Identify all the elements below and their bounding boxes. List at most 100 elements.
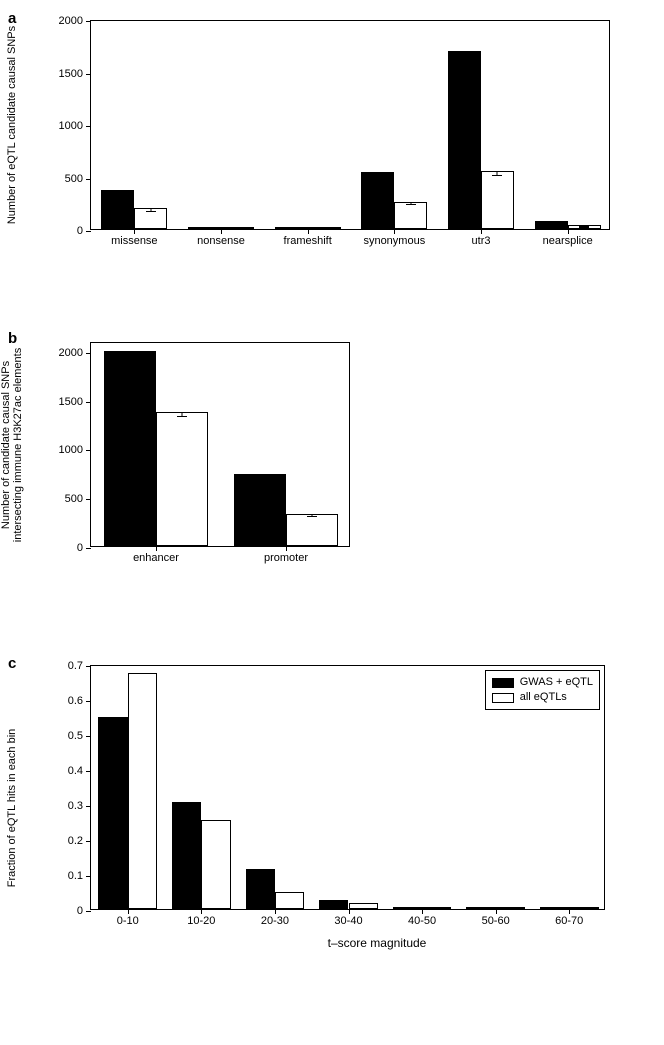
panel-b-chart: Number of candidate causal SNPs intersec… [90, 342, 664, 547]
xtick-label: 50-60 [482, 915, 510, 927]
bar [422, 907, 451, 909]
panel-c-label: c [8, 655, 16, 672]
xtick-label: 10-20 [187, 915, 215, 927]
ytick-mark [86, 876, 91, 877]
ytick-mark [86, 701, 91, 702]
xtick-label: 20-30 [261, 915, 289, 927]
legend-label: all eQTLs [520, 690, 567, 705]
bar [466, 907, 495, 909]
legend-swatch [492, 693, 514, 703]
xtick-mark [308, 229, 309, 234]
panel-c-xlabel: t–score magnitude [90, 936, 664, 950]
ytick-label: 0.6 [68, 695, 83, 707]
ytick-mark [86, 74, 91, 75]
error-bar [319, 229, 329, 230]
bar [172, 802, 201, 909]
ytick-label: 500 [65, 493, 83, 505]
ytick-mark [86, 771, 91, 772]
xtick-mark [569, 909, 570, 914]
xtick-mark [349, 909, 350, 914]
xtick-label: 30-40 [334, 915, 362, 927]
legend-label: GWAS + eQTL [520, 675, 593, 690]
ytick-label: 1500 [59, 68, 83, 80]
xtick-label: missense [111, 235, 157, 247]
bar [201, 820, 230, 909]
xtick-mark [156, 546, 157, 551]
panel-c: c Fraction of eQTL hits in each bin 00.1… [0, 655, 664, 985]
panel-c-plot: 00.10.20.30.40.50.60.70-1010-2020-3030-4… [90, 665, 605, 910]
ytick-mark [86, 499, 91, 500]
ytick-mark [86, 21, 91, 22]
ytick-mark [86, 353, 91, 354]
error-bar [579, 226, 589, 228]
bar [319, 900, 348, 909]
panel-a-plot: 0500100015002000missensenonsenseframeshi… [90, 20, 610, 230]
xtick-mark [275, 909, 276, 914]
panel-c-chart: Fraction of eQTL hits in each bin 00.10.… [90, 665, 664, 950]
bar [496, 907, 525, 909]
bar [104, 351, 156, 546]
error-bar [307, 514, 317, 517]
ytick-label: 0.1 [68, 870, 83, 882]
bar [481, 171, 514, 229]
ytick-mark [86, 736, 91, 737]
xtick-mark [134, 229, 135, 234]
ytick-label: 1500 [59, 396, 83, 408]
xtick-label: nonsense [197, 235, 245, 247]
error-bar [406, 202, 416, 205]
ytick-mark [86, 179, 91, 180]
ytick-label: 500 [65, 173, 83, 185]
ytick-label: 0.2 [68, 835, 83, 847]
xtick-label: synonymous [363, 235, 425, 247]
bar [361, 172, 394, 229]
xtick-label: 60-70 [555, 915, 583, 927]
legend-item: all eQTLs [492, 690, 593, 705]
xtick-label: enhancer [133, 552, 179, 564]
bar [540, 907, 569, 909]
xtick-mark [221, 229, 222, 234]
ytick-mark [86, 450, 91, 451]
ytick-label: 0.7 [68, 660, 83, 672]
xtick-mark [496, 909, 497, 914]
bar [535, 221, 568, 229]
bar [128, 673, 157, 909]
xtick-label: frameshift [284, 235, 332, 247]
bar [98, 717, 127, 910]
ytick-label: 0 [77, 905, 83, 917]
panel-a-chart: Number of eQTL candidate causal SNPs 050… [90, 20, 664, 230]
ytick-mark [86, 126, 91, 127]
ytick-mark [86, 548, 91, 549]
panel-b: b Number of candidate causal SNPs inters… [0, 330, 664, 615]
xtick-mark [422, 909, 423, 914]
legend: GWAS + eQTLall eQTLs [485, 670, 600, 710]
bar [275, 227, 308, 229]
xtick-mark [481, 229, 482, 234]
bar [275, 892, 304, 910]
error-bar [492, 171, 502, 176]
panel-a-ylabel: Number of eQTL candidate causal SNPs [6, 0, 18, 255]
ytick-mark [86, 911, 91, 912]
ytick-mark [86, 806, 91, 807]
ytick-mark [86, 402, 91, 403]
ytick-mark [86, 841, 91, 842]
ytick-label: 2000 [59, 15, 83, 27]
legend-swatch [492, 678, 514, 688]
bar [156, 412, 208, 546]
bar [569, 907, 598, 909]
ytick-label: 1000 [59, 444, 83, 456]
xtick-label: promoter [264, 552, 308, 564]
ytick-label: 2000 [59, 347, 83, 359]
ytick-label: 0.4 [68, 765, 83, 777]
bar [188, 227, 221, 229]
legend-item: GWAS + eQTL [492, 675, 593, 690]
ytick-label: 1000 [59, 120, 83, 132]
bar [393, 907, 422, 909]
ytick-mark [86, 231, 91, 232]
xtick-mark [394, 229, 395, 234]
bar [448, 51, 481, 230]
bar [101, 190, 134, 229]
panel-a: a Number of eQTL candidate causal SNPs 0… [0, 10, 664, 290]
panel-b-ylabel: Number of candidate causal SNPs intersec… [0, 315, 24, 575]
bar [234, 474, 286, 546]
page: a Number of eQTL candidate causal SNPs 0… [0, 0, 664, 1045]
